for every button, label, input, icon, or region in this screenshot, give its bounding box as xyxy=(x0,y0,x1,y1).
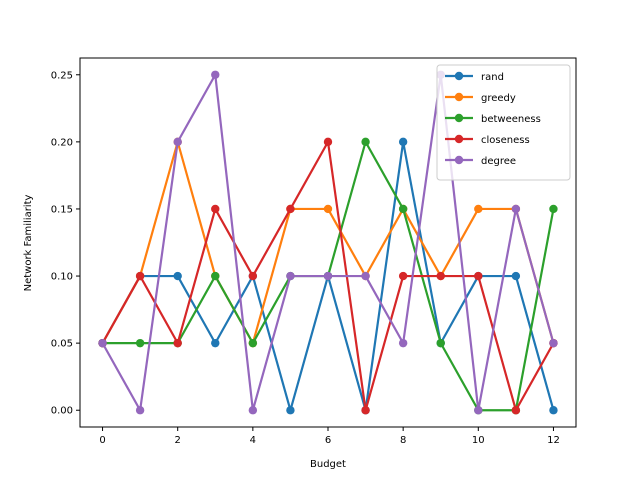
y-tick-label: 0.20 xyxy=(51,137,73,148)
x-tick-label: 0 xyxy=(99,435,105,446)
data-point-betweeness-1 xyxy=(135,338,145,348)
legend-marker-closeness xyxy=(454,134,464,144)
data-point-greedy-6 xyxy=(323,204,333,214)
data-point-degree-6 xyxy=(323,271,333,281)
data-point-betweeness-3 xyxy=(211,271,220,281)
x-tick-label: 6 xyxy=(325,435,331,446)
data-point-degree-11 xyxy=(511,204,521,214)
data-point-degree-10 xyxy=(474,406,483,415)
y-axis-label: Network Familiarity xyxy=(23,195,34,292)
data-point-betweeness-7 xyxy=(361,137,370,147)
x-tick-label: 8 xyxy=(400,435,406,446)
data-point-degree-3 xyxy=(211,70,220,79)
data-point-closeness-3 xyxy=(211,204,220,214)
y-tick-label: 0.10 xyxy=(51,272,73,283)
data-point-closeness-8 xyxy=(398,271,408,281)
legend-label-greedy: greedy xyxy=(481,93,516,104)
x-tick-label: 4 xyxy=(250,435,256,446)
x-axis-label: Budget xyxy=(310,459,346,470)
data-point-rand-11 xyxy=(511,271,521,281)
data-point-betweeness-12 xyxy=(549,204,558,214)
data-point-closeness-9 xyxy=(436,271,445,281)
data-point-rand-3 xyxy=(211,338,220,348)
data-point-degree-0 xyxy=(98,338,107,348)
data-point-rand-8 xyxy=(398,137,408,147)
legend-label-degree: degree xyxy=(481,156,516,167)
data-point-degree-8 xyxy=(398,338,408,348)
data-point-degree-1 xyxy=(135,406,145,415)
data-point-rand-5 xyxy=(286,406,295,415)
y-tick-label: 0.25 xyxy=(51,70,73,81)
legend-marker-greedy xyxy=(454,92,464,102)
data-point-betweeness-8 xyxy=(398,204,408,214)
data-point-closeness-2 xyxy=(173,338,182,348)
plot-area xyxy=(98,70,558,415)
data-point-rand-12 xyxy=(549,406,558,415)
legend: rand greedy betweeness closeness degree xyxy=(436,64,571,181)
x-tick-label: 10 xyxy=(472,435,485,446)
data-point-betweeness-9 xyxy=(436,338,445,348)
data-point-closeness-10 xyxy=(474,271,483,281)
data-point-degree-5 xyxy=(286,271,295,281)
y-tick-label: 0.05 xyxy=(51,339,73,350)
data-point-closeness-6 xyxy=(323,137,333,147)
legend-marker-degree xyxy=(454,155,464,165)
legend-label-betweeness: betweeness xyxy=(481,114,541,125)
data-point-closeness-7 xyxy=(361,406,370,415)
data-point-degree-7 xyxy=(361,271,370,281)
data-point-closeness-1 xyxy=(135,271,145,281)
data-point-greedy-10 xyxy=(474,204,483,214)
data-point-closeness-5 xyxy=(286,204,295,214)
legend-marker-betweeness xyxy=(454,113,464,123)
x-tick-label: 12 xyxy=(547,435,560,446)
data-point-betweeness-4 xyxy=(248,338,258,348)
data-point-closeness-11 xyxy=(511,406,521,415)
data-point-closeness-4 xyxy=(248,271,258,281)
axes: 0 2 4 6 8 10 12 0.00 0.05 0.10 0.15 0.20 0.25 xyxy=(51,57,577,446)
legend-label-rand: rand xyxy=(481,72,504,83)
data-point-rand-2 xyxy=(173,271,182,281)
legend-label-closeness: closeness xyxy=(481,135,530,146)
x-tick-label: 2 xyxy=(175,435,181,446)
data-point-degree-4 xyxy=(248,406,258,415)
legend-box xyxy=(436,64,571,181)
y-tick-label: 0.00 xyxy=(51,406,73,417)
legend-marker-rand xyxy=(454,71,464,81)
data-point-degree-12 xyxy=(549,338,558,348)
data-point-degree-2 xyxy=(173,137,182,147)
y-tick-label: 0.15 xyxy=(51,204,73,215)
